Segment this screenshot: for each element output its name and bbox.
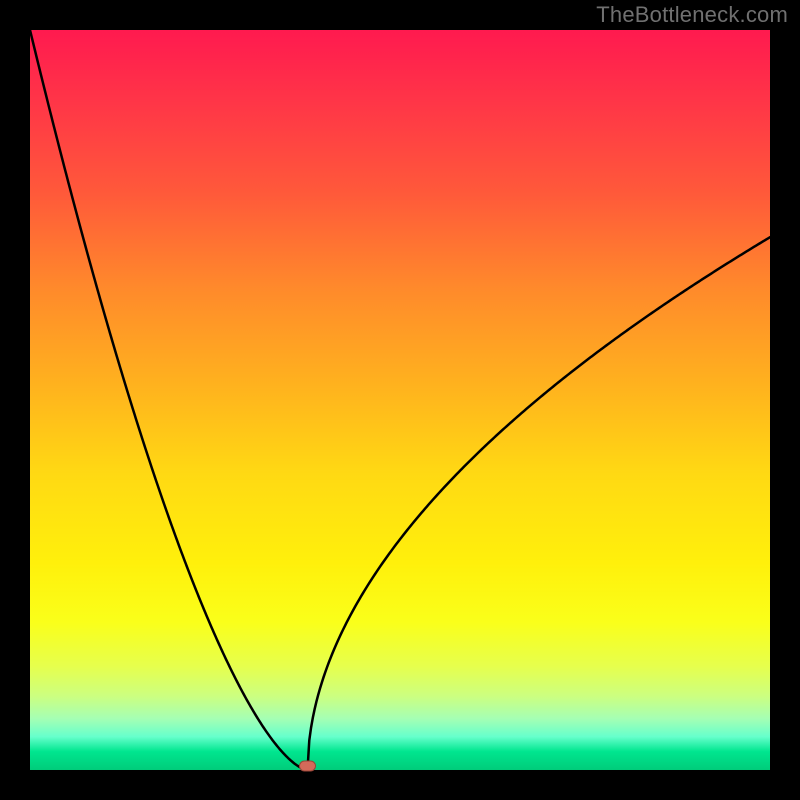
plot-background	[30, 30, 770, 770]
chart-frame: TheBottleneck.com	[0, 0, 800, 800]
watermark-text: TheBottleneck.com	[596, 2, 788, 28]
gradient-v-chart	[0, 0, 800, 800]
optimum-marker	[300, 761, 316, 771]
